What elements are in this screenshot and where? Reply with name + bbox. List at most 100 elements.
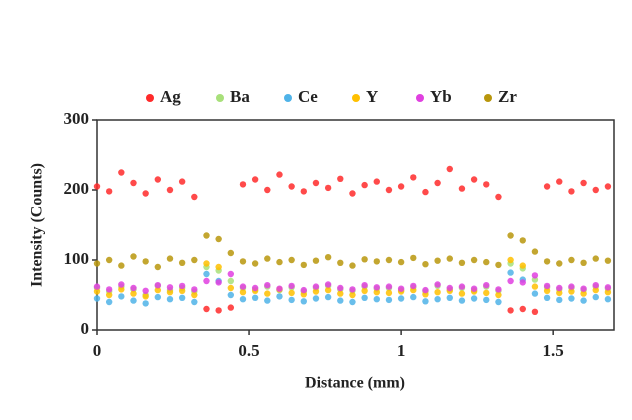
point bbox=[373, 284, 380, 291]
point bbox=[264, 297, 271, 304]
point bbox=[264, 255, 271, 262]
point bbox=[458, 259, 466, 266]
point bbox=[130, 253, 137, 260]
point bbox=[239, 289, 247, 296]
point bbox=[154, 282, 162, 289]
point bbox=[288, 256, 295, 264]
point bbox=[580, 179, 587, 187]
point bbox=[93, 288, 101, 295]
point bbox=[349, 298, 356, 306]
point bbox=[458, 290, 466, 297]
legend-marker bbox=[484, 94, 492, 102]
point bbox=[215, 307, 222, 314]
point bbox=[410, 254, 417, 262]
point bbox=[300, 261, 307, 269]
point bbox=[604, 284, 612, 291]
point bbox=[203, 305, 210, 313]
point bbox=[568, 283, 575, 290]
point bbox=[519, 262, 526, 269]
point bbox=[410, 282, 417, 290]
point bbox=[434, 289, 441, 296]
point bbox=[191, 193, 198, 201]
point bbox=[203, 260, 210, 267]
point bbox=[130, 179, 137, 187]
point bbox=[361, 287, 368, 294]
point bbox=[203, 270, 210, 278]
point bbox=[531, 308, 539, 315]
point bbox=[93, 183, 101, 190]
point bbox=[288, 282, 295, 290]
point bbox=[543, 258, 551, 265]
point bbox=[592, 293, 599, 301]
point bbox=[385, 289, 393, 297]
point bbox=[251, 260, 259, 267]
point bbox=[543, 294, 551, 301]
point bbox=[397, 183, 405, 190]
point bbox=[337, 175, 344, 182]
point bbox=[458, 297, 466, 304]
legend-marker bbox=[352, 94, 360, 102]
point bbox=[191, 256, 198, 264]
point bbox=[410, 293, 417, 301]
point bbox=[361, 294, 368, 301]
point bbox=[337, 297, 344, 304]
point bbox=[191, 286, 198, 293]
point bbox=[178, 282, 186, 290]
point bbox=[507, 269, 514, 276]
point bbox=[191, 291, 198, 299]
point bbox=[373, 289, 380, 296]
point bbox=[324, 184, 332, 192]
point bbox=[349, 291, 356, 299]
point bbox=[470, 176, 478, 183]
point bbox=[385, 283, 393, 290]
point bbox=[288, 289, 295, 297]
point bbox=[434, 257, 441, 264]
point bbox=[531, 248, 539, 255]
point bbox=[373, 178, 380, 185]
point bbox=[531, 290, 539, 297]
point bbox=[495, 286, 502, 293]
point bbox=[470, 295, 478, 302]
point bbox=[93, 295, 101, 302]
point bbox=[397, 295, 405, 302]
point bbox=[130, 290, 137, 297]
point bbox=[312, 179, 320, 187]
point bbox=[227, 304, 235, 311]
point bbox=[519, 279, 526, 286]
point bbox=[130, 297, 137, 304]
point bbox=[446, 294, 453, 301]
x-tick-label: 1.5 bbox=[543, 341, 564, 360]
point bbox=[385, 186, 393, 194]
point bbox=[142, 300, 149, 307]
point bbox=[276, 293, 283, 300]
point bbox=[422, 298, 429, 305]
point bbox=[324, 254, 332, 261]
point bbox=[361, 282, 368, 289]
point bbox=[324, 281, 332, 288]
point bbox=[154, 286, 162, 294]
point bbox=[592, 255, 599, 262]
point bbox=[178, 287, 186, 294]
point bbox=[118, 169, 125, 176]
point bbox=[568, 288, 575, 295]
point bbox=[470, 256, 478, 264]
point bbox=[580, 290, 587, 297]
point bbox=[422, 261, 429, 268]
point bbox=[495, 291, 502, 299]
point bbox=[349, 190, 356, 197]
point bbox=[300, 188, 307, 195]
point bbox=[154, 263, 162, 271]
point bbox=[519, 305, 526, 313]
legend-label: Ag bbox=[160, 87, 181, 106]
legend-marker bbox=[146, 94, 154, 102]
legend-marker bbox=[416, 94, 424, 102]
point bbox=[397, 285, 405, 292]
point bbox=[410, 174, 417, 181]
point bbox=[239, 283, 247, 290]
point bbox=[349, 286, 356, 293]
point bbox=[154, 293, 162, 301]
point bbox=[507, 277, 514, 285]
point bbox=[105, 286, 113, 293]
legend-label: Y bbox=[366, 87, 378, 106]
point bbox=[178, 178, 186, 185]
